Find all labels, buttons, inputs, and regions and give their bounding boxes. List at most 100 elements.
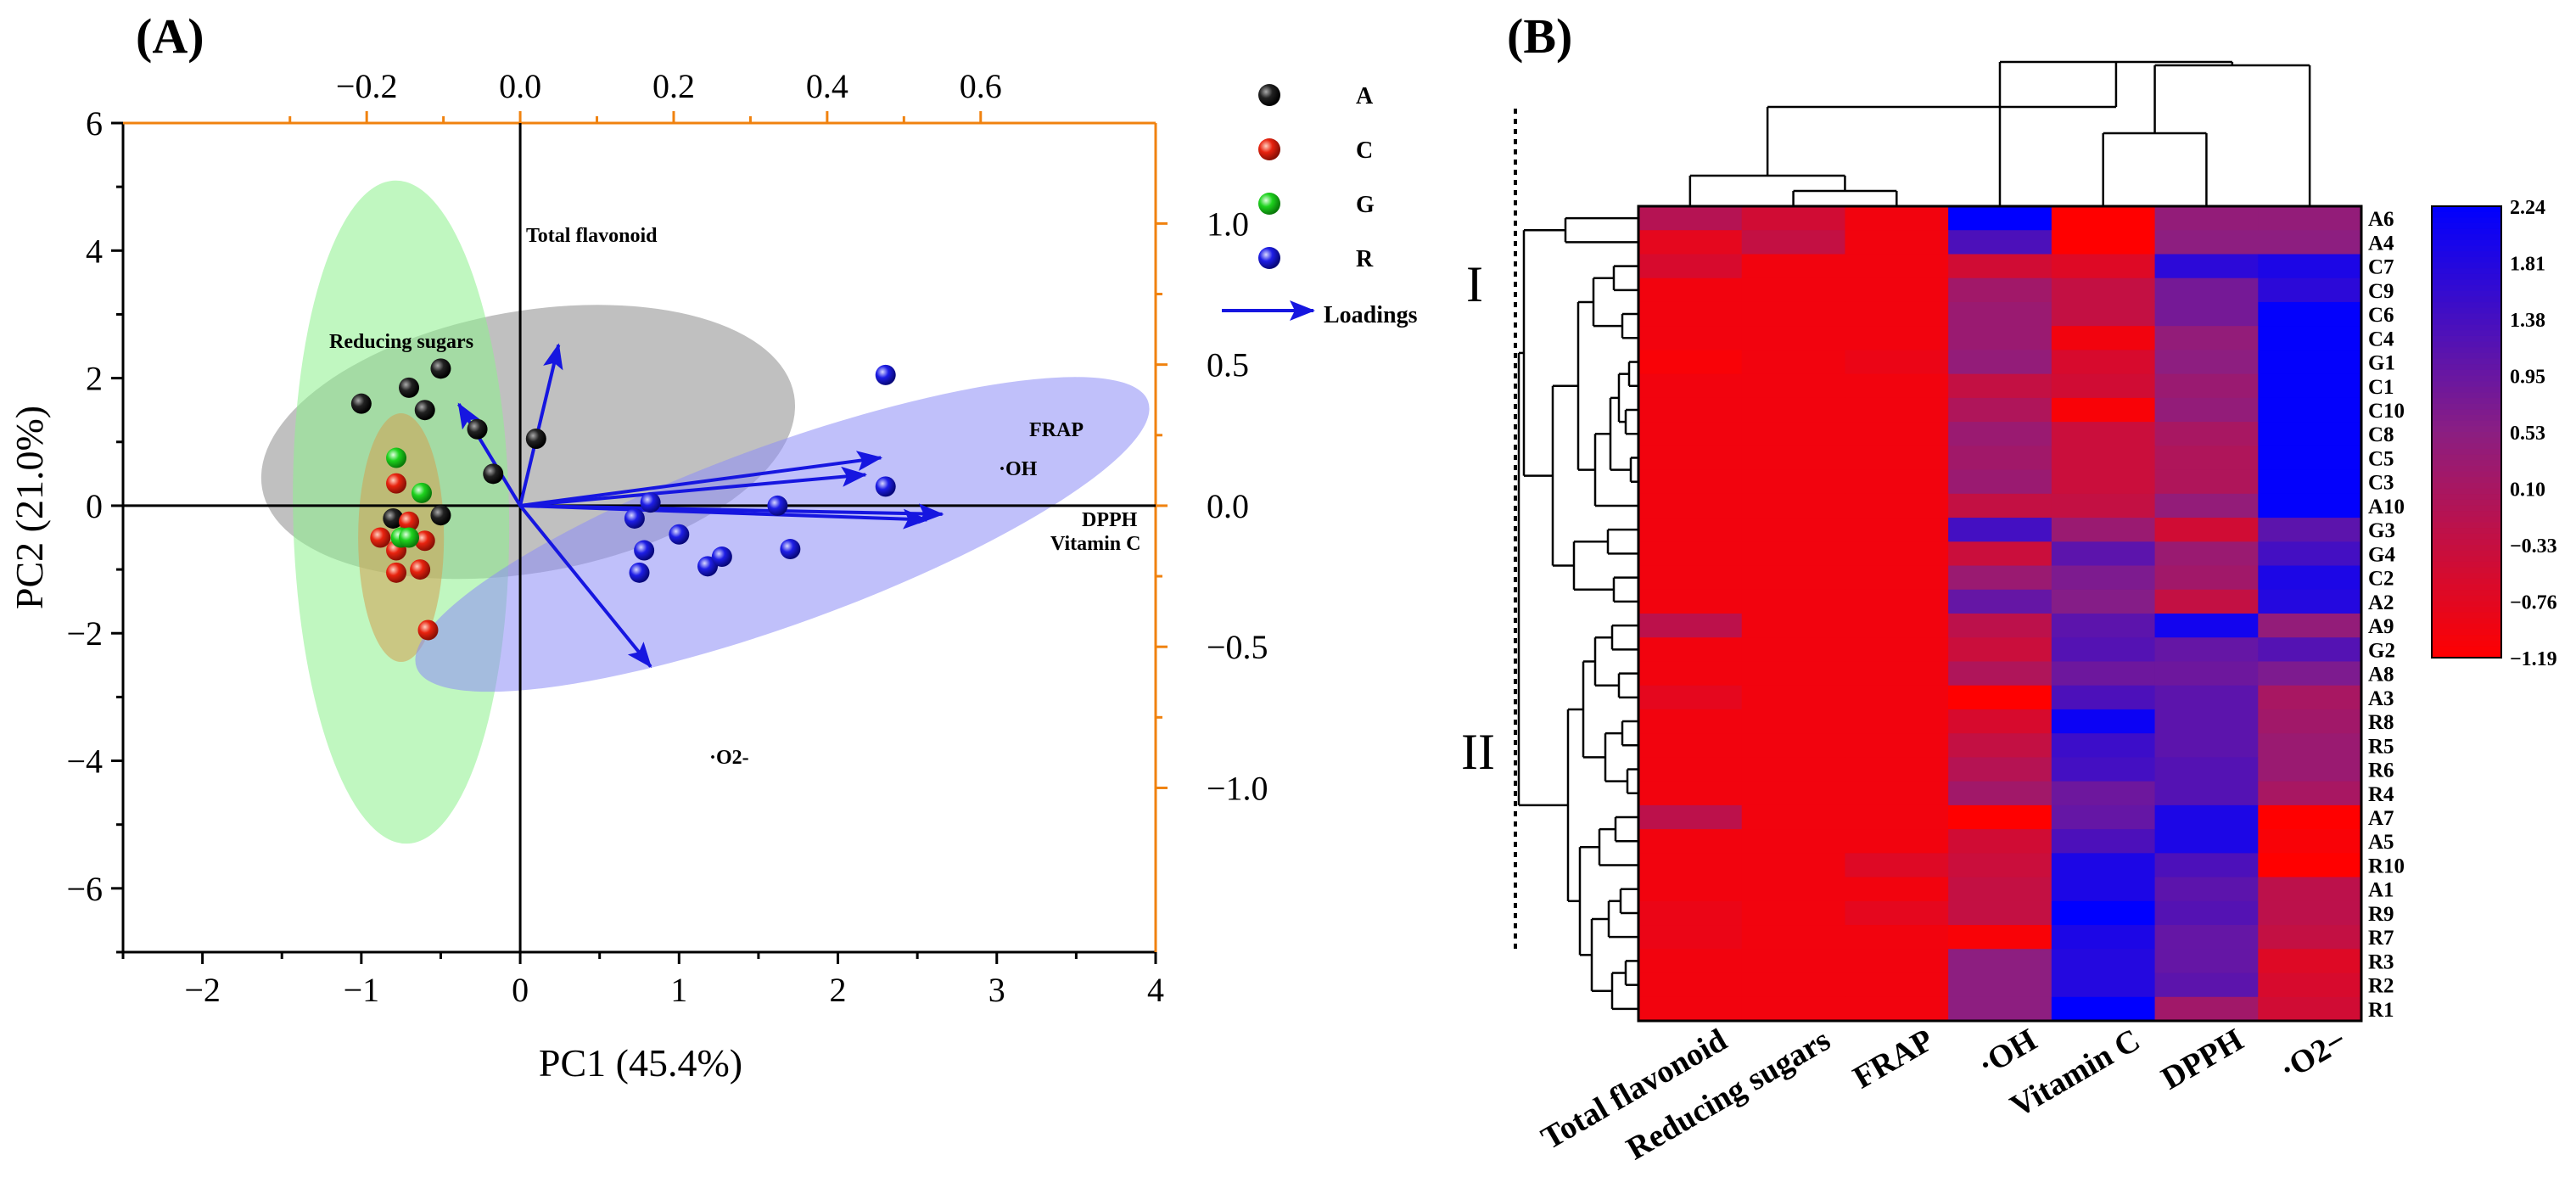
heatmap-cell [2051,493,2156,518]
heatmap-cell [1741,853,1846,878]
point-A [430,358,451,379]
heatmap-cell [2258,925,2362,950]
y-tick-label: −2 [66,614,103,653]
loading-label: ·OH [999,458,1038,480]
colorbar-segment [2432,364,2501,371]
heatmap-cell [1741,541,1846,567]
heatmap-cell [1948,254,2052,279]
colorbar-segment [2432,398,2501,405]
loading-arrow [519,451,883,507]
heatmap-cell [1845,397,1949,423]
colorbar-segment [2432,251,2501,258]
heatmap-cell [1845,326,1949,351]
heatmap-cell [2051,469,2156,495]
colorbar-segment [2432,499,2501,507]
heatmap-cell [2154,996,2259,1022]
heatmap-cell [2051,996,2156,1022]
colorbar-tick-label: −0.76 [2510,592,2557,614]
colorbar-segment [2432,641,2501,647]
heatmap-cell [2051,829,2156,854]
heatmap-cell [1948,900,2052,926]
heatmap-cell [1948,206,2052,231]
row-label: C5 [2368,447,2394,470]
x-tick-label: −1 [344,971,380,1009]
heatmap-cell [1741,661,1846,687]
heatmap-cell [1948,277,2052,303]
heatmap-cell [1741,446,1846,471]
row-label: C7 [2368,256,2394,279]
heatmap-cell [2154,733,2259,759]
heatmap-cell [1845,637,1949,663]
colorbar-segment [2432,601,2501,608]
column-label: DPPH [2155,1022,2249,1096]
heatmap-cell [2154,709,2259,734]
colorbar-tick-label: −1.19 [2510,648,2557,670]
colorbar-segment [2432,239,2501,247]
heatmap-cell [2051,254,2156,279]
colorbar-segment [2432,432,2501,439]
heatmap-cell [2051,853,2156,878]
colorbar-segment [2432,341,2501,349]
heatmap-cell [1948,733,2052,759]
heatmap-cell [1638,493,1743,518]
pca-biplot: Total flavonoid Reducing sugars FRAP ·OH DPP… [8,67,1418,1085]
heatmap: A6A4C7C9C6C4G1C1C10C8C5C3A10G3G4C2A2A9G2… [1461,60,2557,1167]
heatmap-cell [1741,206,1846,231]
heatmap-cell [2051,518,2156,542]
colorbar-segment [2432,206,2501,213]
colorbar-segment [2432,358,2501,365]
loading-arrow [457,402,522,507]
heatmap-cell [1638,446,1743,471]
row-label: A4 [2368,232,2394,255]
legend-label: A [1356,83,1374,109]
colorbar-segment [2432,522,2501,529]
heatmap-cell [2051,781,2156,806]
heatmap-cell [2154,925,2259,950]
colorbar-segment [2432,369,2501,377]
heatmap-cell [1741,685,1846,710]
heatmap-cell [1638,301,1743,327]
legend-marker-C [1258,138,1280,160]
heatmap-cell [1948,709,2052,734]
row-label: R8 [2368,711,2394,734]
heatmap-cell [2258,733,2362,759]
colorbar-segment [2432,347,2501,354]
heatmap-cell [1638,254,1743,279]
heatmap-cell [2258,541,2362,567]
colorbar-tick-label: −0.33 [2510,535,2557,558]
loading-label: DPPH [1082,509,1138,531]
heatmap-cell [1638,373,1743,399]
colorbar-segment [2432,279,2501,286]
x-tick-label: 0 [512,971,529,1009]
row-label: R9 [2368,903,2394,926]
legend-marker-R [1258,247,1280,269]
heatmap-cell [2051,541,2156,567]
heatmap-cell [1948,949,2052,974]
x-tick-label: −2 [184,971,221,1009]
heatmap-cell [1741,614,1846,638]
heatmap-cell [1638,230,1743,255]
point-R [711,546,732,568]
heatmap-cell [2258,565,2362,591]
point-A [399,377,420,398]
heatmap-cell [1741,493,1846,518]
heatmap-cell [1741,949,1846,974]
heatmap-cell [2154,230,2259,255]
heatmap-cell [2154,373,2259,399]
loading-arrow [519,466,868,507]
row-label: A5 [2368,831,2394,854]
heatmap-cell [2258,326,2362,351]
point-A [525,429,546,450]
top-tick-label: 0.0 [499,67,541,105]
heatmap-cell [2051,637,2156,663]
heatmap-cell [2258,900,2362,926]
heatmap-cell [2258,972,2362,998]
colorbar-segment [2432,516,2501,524]
heatmap-cell [1741,996,1846,1022]
colorbar-segment [2432,533,2501,541]
heatmap-cell [2154,422,2259,446]
heatmap-cell [2154,614,2259,638]
heatmap-cell [2258,254,2362,279]
colorbar-segment [2432,545,2501,552]
row-label: C3 [2368,472,2394,495]
